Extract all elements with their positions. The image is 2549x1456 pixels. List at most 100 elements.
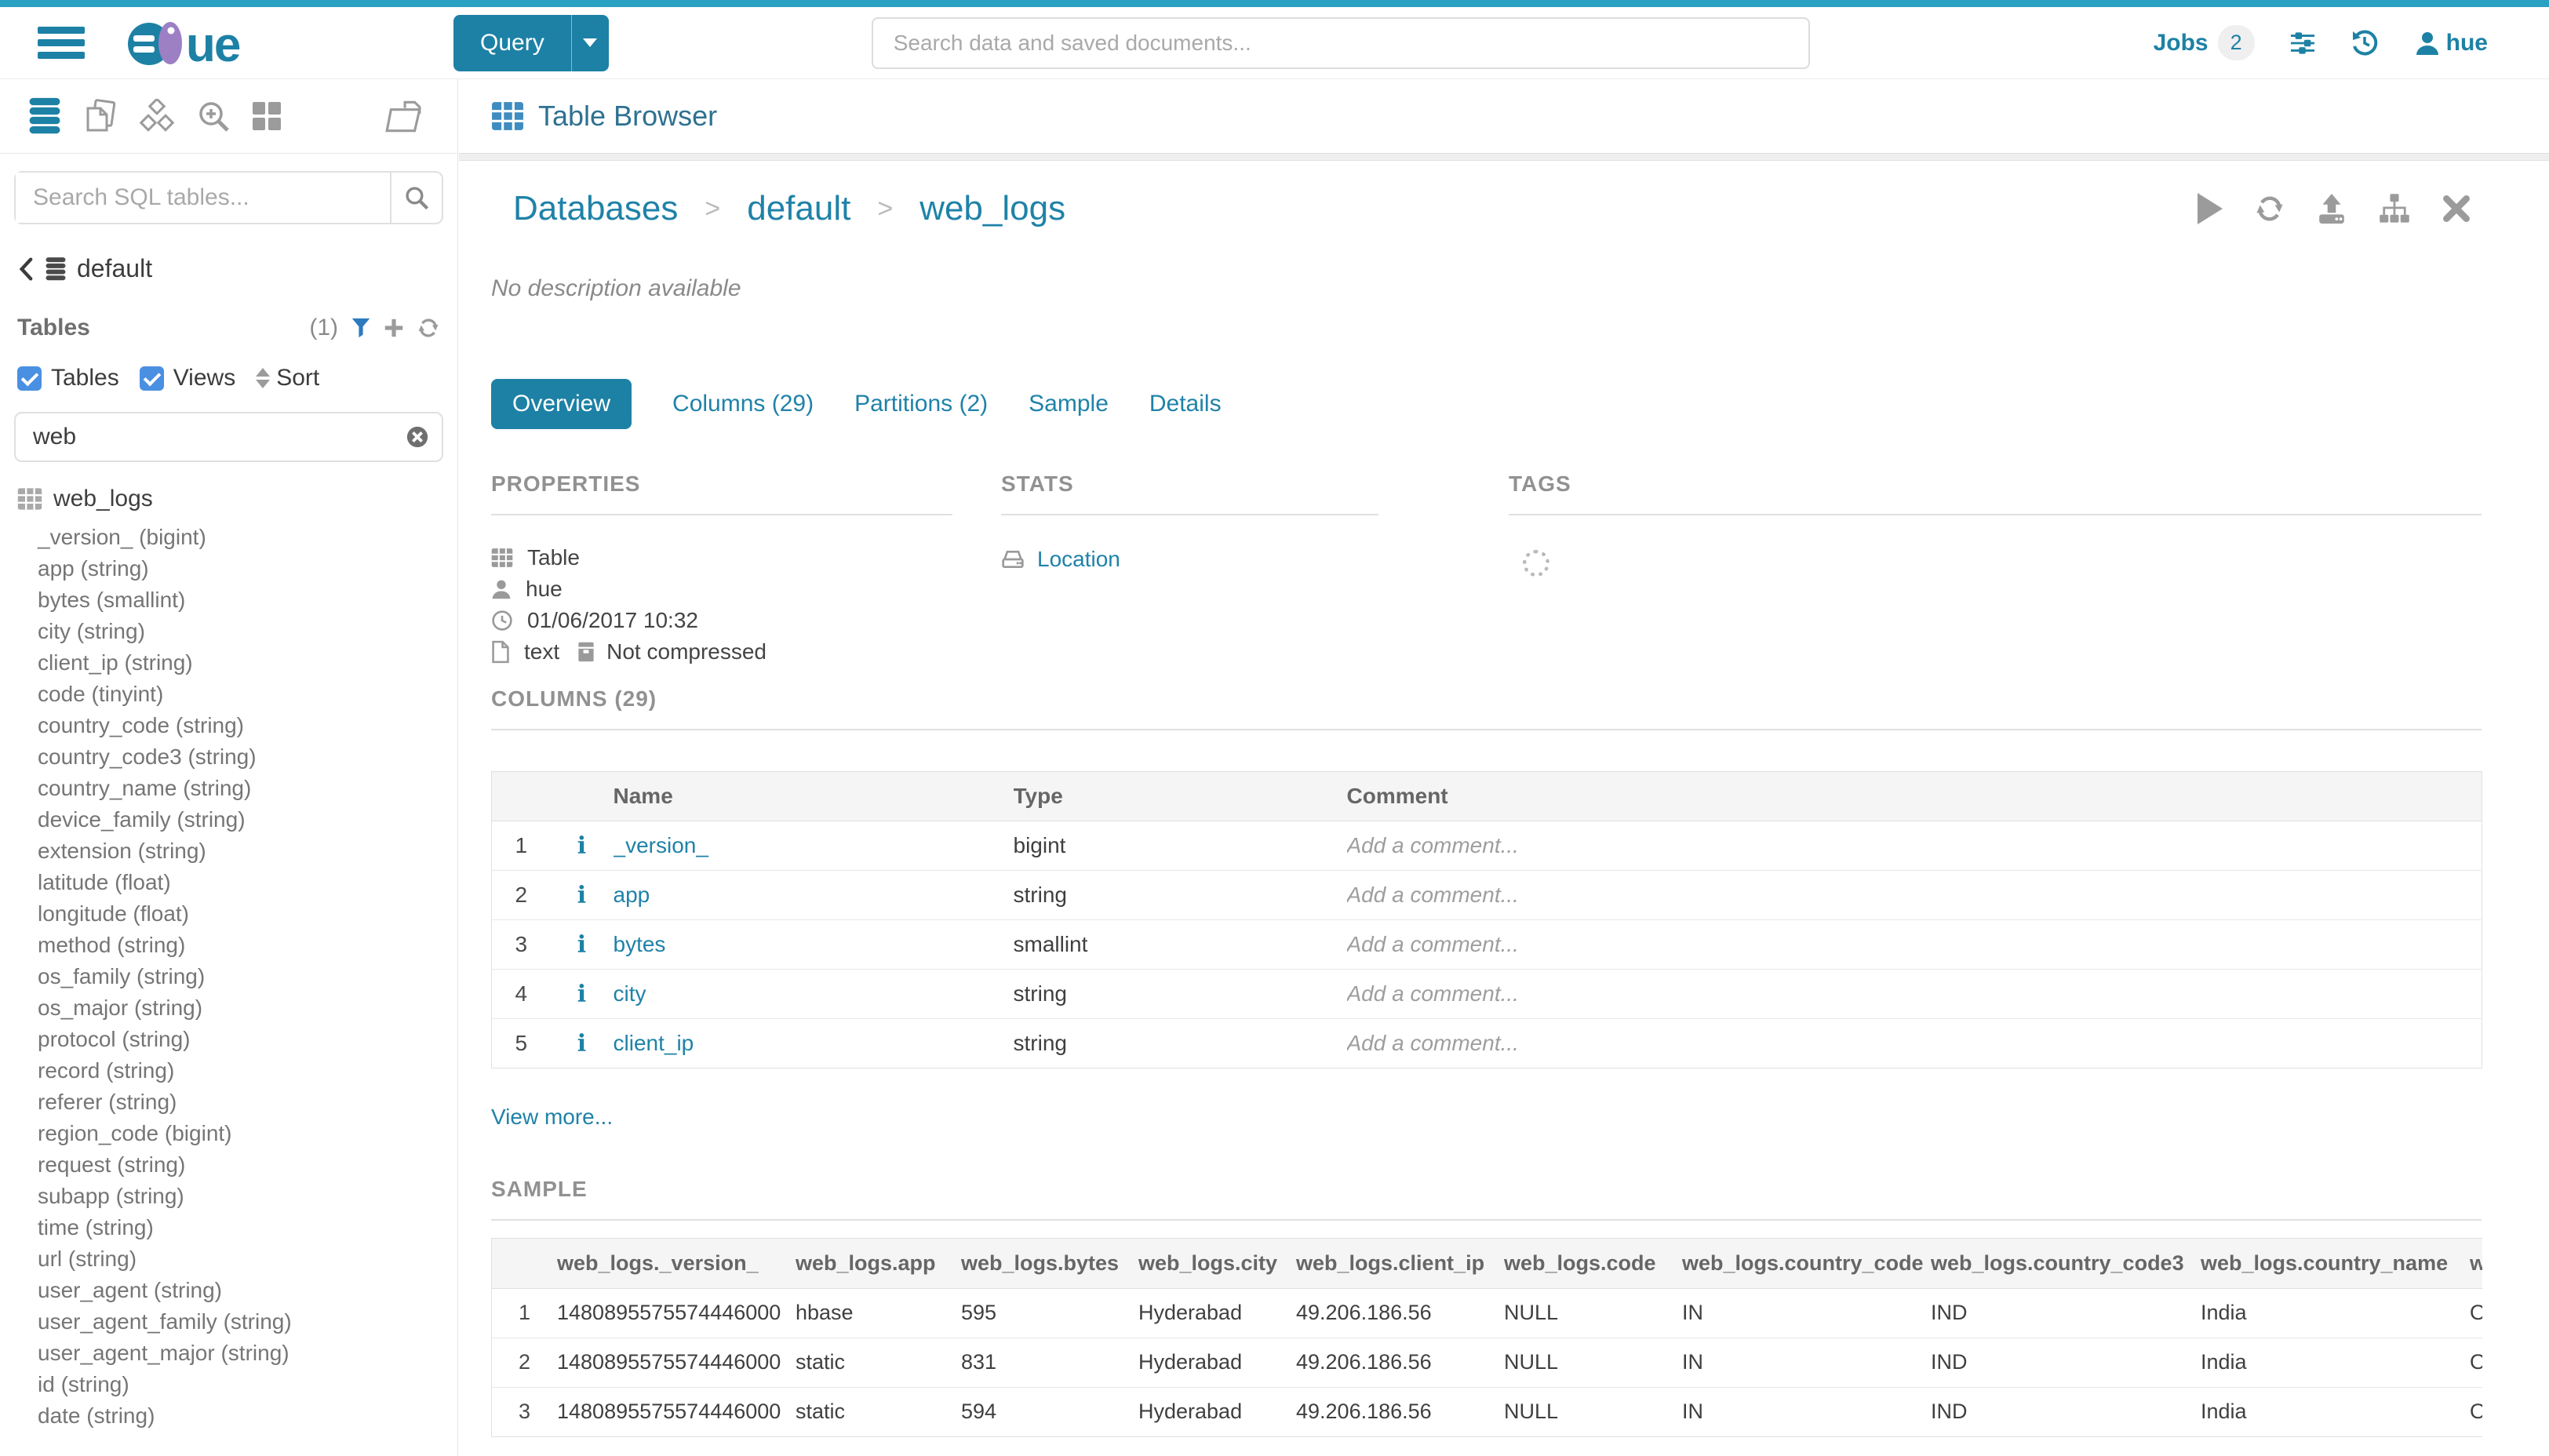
info-icon[interactable]: i [577,980,587,1008]
column-item[interactable]: user_agent_major (string) [38,1341,289,1365]
column-item[interactable]: country_code (string) [38,713,245,737]
sample-header-cell[interactable]: web_logs.app [796,1239,961,1289]
sliders-icon[interactable] [2289,31,2316,56]
column-item[interactable]: user_agent_family (string) [38,1309,292,1334]
sort-toggle[interactable]: Sort [256,365,319,391]
table-item-web-logs[interactable]: web_logs [17,486,457,512]
comment-placeholder[interactable]: Add a comment... [1346,932,1519,956]
views-checkbox[interactable] [139,366,164,391]
breadcrumb-table[interactable]: web_logs [919,189,1066,228]
jobs-count-badge[interactable]: 2 [2217,25,2255,60]
tab-partitions[interactable]: Partitions (2) [854,391,989,417]
info-icon[interactable]: i [577,930,587,959]
column-name-link[interactable]: city [613,981,646,1006]
documents-icon[interactable] [83,99,118,133]
column-name-link[interactable]: _version_ [613,833,708,857]
add-table-icon[interactable] [384,318,404,338]
hamburger-menu-icon[interactable] [38,21,85,64]
sitemap-lineage-icon[interactable] [2378,193,2411,224]
info-icon[interactable]: i [577,881,587,909]
query-dropdown-toggle[interactable] [570,14,609,71]
column-item[interactable]: latitude (float) [38,870,171,894]
view-more-link[interactable]: View more... [491,1105,614,1129]
column-item[interactable]: date (string) [38,1403,155,1428]
column-item[interactable]: os_major (string) [38,996,203,1020]
column-name-link[interactable]: client_ip [613,1031,694,1055]
sql-table-search-input[interactable] [16,173,390,223]
cubes-icon[interactable] [138,99,176,133]
column-item[interactable]: code (tinyint) [38,682,164,706]
column-item[interactable]: client_ip (string) [38,650,193,675]
database-breadcrumb[interactable]: default [17,254,457,283]
location-link[interactable]: Location [1037,547,1120,571]
sample-header-cell[interactable]: w [2470,1239,2482,1289]
clear-filter-icon[interactable] [406,425,429,449]
zoom-plus-icon[interactable] [196,99,231,133]
column-item[interactable]: _version_ (bigint) [38,525,206,549]
tab-columns[interactable]: Columns (29) [672,391,814,417]
tables-checkbox-label[interactable]: Tables [51,365,119,391]
sql-assist-database-icon[interactable] [27,96,63,136]
column-item[interactable]: record (string) [38,1058,175,1083]
column-item[interactable]: user_agent (string) [38,1278,223,1302]
sample-header-cell[interactable]: web_logs.country_code [1682,1239,1931,1289]
column-item[interactable]: region_code (bigint) [38,1121,232,1145]
refresh-tables-icon[interactable] [417,316,440,340]
column-item[interactable]: city (string) [38,619,145,643]
breadcrumb-databases[interactable]: Databases [513,189,679,228]
sample-header-cell[interactable]: web_logs.country_name [2201,1239,2470,1289]
comment-placeholder[interactable]: Add a comment... [1346,1031,1519,1055]
tab-sample[interactable]: Sample [1029,391,1109,417]
sample-header-cell[interactable]: web_logs.client_ip [1296,1239,1504,1289]
column-item[interactable]: app (string) [38,556,149,581]
user-menu[interactable]: hue [2415,30,2488,56]
refresh-icon[interactable] [2254,193,2285,224]
column-name-link[interactable]: bytes [613,932,666,956]
import-upload-icon[interactable] [2317,193,2347,224]
query-button-label[interactable]: Query [480,29,544,56]
column-item[interactable]: country_name (string) [38,776,252,800]
hue-logo[interactable]: ue [126,17,308,72]
sample-header-cell[interactable]: web_logs.country_code3 [1931,1239,2201,1289]
views-checkbox-label[interactable]: Views [173,365,236,391]
column-item[interactable]: id (string) [38,1372,129,1396]
history-icon[interactable] [2351,29,2379,57]
table-filter-input[interactable] [16,424,406,450]
folder-documents-icon[interactable] [384,98,423,134]
column-item[interactable]: protocol (string) [38,1027,191,1051]
sample-header-cell[interactable]: web_logs.bytes [961,1239,1138,1289]
jobs-link[interactable]: Jobs [2153,29,2209,56]
column-item[interactable]: request (string) [38,1152,186,1177]
filter-funnel-icon[interactable] [351,317,371,339]
sample-header-cell[interactable]: web_logs.code [1504,1239,1682,1289]
column-item[interactable]: time (string) [38,1215,154,1239]
breadcrumb-database[interactable]: default [747,189,851,228]
info-icon[interactable]: i [577,1029,587,1057]
query-button[interactable]: Query [453,14,609,71]
chevron-left-icon[interactable] [17,257,35,281]
global-search-input[interactable] [872,30,1808,56]
tables-checkbox[interactable] [17,366,42,391]
sample-header-cell[interactable]: web_logs.city [1138,1239,1296,1289]
sample-header-cell[interactable]: web_logs._version_ [557,1239,796,1289]
column-item[interactable]: referer (string) [38,1090,177,1114]
column-item[interactable]: os_family (string) [38,964,206,988]
column-item[interactable]: longitude (float) [38,901,190,926]
database-name[interactable]: default [77,254,153,282]
table-name[interactable]: web_logs [53,486,153,511]
comment-placeholder[interactable]: Add a comment... [1346,883,1519,907]
query-table-play-icon[interactable] [2198,193,2223,224]
sql-table-search-button[interactable] [390,173,442,223]
column-item[interactable]: method (string) [38,933,186,957]
info-icon[interactable]: i [577,832,587,860]
column-item[interactable]: device_family (string) [38,807,246,832]
column-item[interactable]: subapp (string) [38,1184,184,1208]
column-item[interactable]: country_code3 (string) [38,744,257,769]
tab-overview[interactable]: Overview [491,379,632,429]
comment-placeholder[interactable]: Add a comment... [1346,981,1519,1006]
comment-placeholder[interactable]: Add a comment... [1346,833,1519,857]
column-item[interactable]: bytes (smallint) [38,588,186,612]
close-icon[interactable] [2442,195,2471,223]
column-item[interactable]: extension (string) [38,839,206,863]
tab-details[interactable]: Details [1149,391,1222,417]
